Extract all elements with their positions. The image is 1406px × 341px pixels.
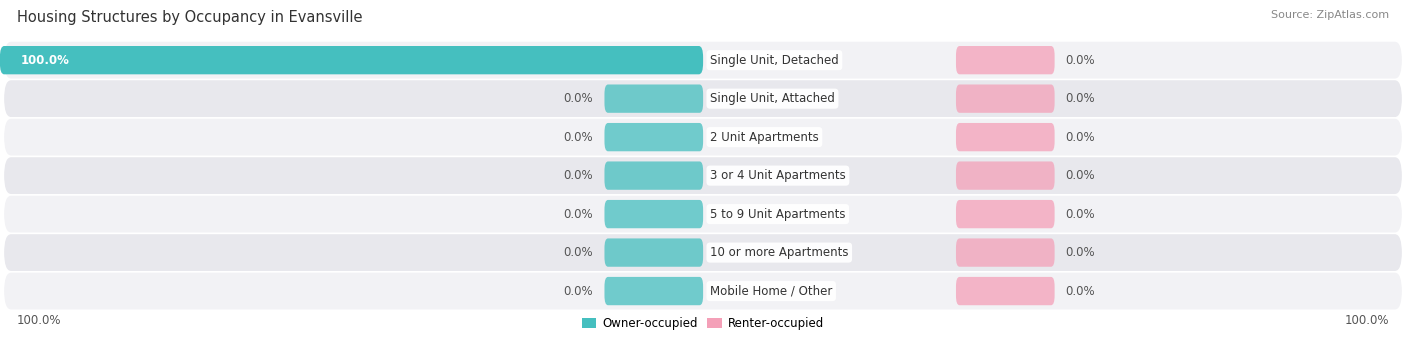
Text: 0.0%: 0.0% xyxy=(1066,54,1095,66)
FancyBboxPatch shape xyxy=(4,80,1402,117)
FancyBboxPatch shape xyxy=(605,123,703,151)
FancyBboxPatch shape xyxy=(4,196,1402,233)
FancyBboxPatch shape xyxy=(956,123,1054,151)
FancyBboxPatch shape xyxy=(956,46,1054,74)
Text: 2 Unit Apartments: 2 Unit Apartments xyxy=(710,131,818,144)
FancyBboxPatch shape xyxy=(605,277,703,305)
FancyBboxPatch shape xyxy=(0,46,703,74)
Text: 0.0%: 0.0% xyxy=(1066,92,1095,105)
Text: 0.0%: 0.0% xyxy=(564,169,593,182)
Text: Mobile Home / Other: Mobile Home / Other xyxy=(710,285,832,298)
Text: 10 or more Apartments: 10 or more Apartments xyxy=(710,246,849,259)
FancyBboxPatch shape xyxy=(605,238,703,267)
Text: 0.0%: 0.0% xyxy=(564,285,593,298)
Text: 0.0%: 0.0% xyxy=(1066,169,1095,182)
FancyBboxPatch shape xyxy=(605,200,703,228)
Text: 0.0%: 0.0% xyxy=(564,208,593,221)
Text: Source: ZipAtlas.com: Source: ZipAtlas.com xyxy=(1271,10,1389,20)
Text: 0.0%: 0.0% xyxy=(564,246,593,259)
FancyBboxPatch shape xyxy=(4,42,1402,78)
Text: 100.0%: 100.0% xyxy=(1344,314,1389,327)
Text: 0.0%: 0.0% xyxy=(1066,246,1095,259)
FancyBboxPatch shape xyxy=(956,200,1054,228)
Text: 0.0%: 0.0% xyxy=(1066,208,1095,221)
Text: 5 to 9 Unit Apartments: 5 to 9 Unit Apartments xyxy=(710,208,845,221)
FancyBboxPatch shape xyxy=(605,161,703,190)
FancyBboxPatch shape xyxy=(956,238,1054,267)
Text: 100.0%: 100.0% xyxy=(21,54,70,66)
FancyBboxPatch shape xyxy=(605,85,703,113)
Text: Housing Structures by Occupancy in Evansville: Housing Structures by Occupancy in Evans… xyxy=(17,10,363,25)
Text: 3 or 4 Unit Apartments: 3 or 4 Unit Apartments xyxy=(710,169,846,182)
FancyBboxPatch shape xyxy=(4,234,1402,271)
FancyBboxPatch shape xyxy=(956,85,1054,113)
Legend: Owner-occupied, Renter-occupied: Owner-occupied, Renter-occupied xyxy=(578,313,828,335)
FancyBboxPatch shape xyxy=(956,161,1054,190)
Text: 0.0%: 0.0% xyxy=(1066,285,1095,298)
FancyBboxPatch shape xyxy=(4,119,1402,155)
Text: 0.0%: 0.0% xyxy=(1066,131,1095,144)
Text: 0.0%: 0.0% xyxy=(564,131,593,144)
Text: 0.0%: 0.0% xyxy=(564,92,593,105)
FancyBboxPatch shape xyxy=(4,273,1402,310)
Text: Single Unit, Detached: Single Unit, Detached xyxy=(710,54,839,66)
Text: 100.0%: 100.0% xyxy=(17,314,62,327)
Text: Single Unit, Attached: Single Unit, Attached xyxy=(710,92,835,105)
FancyBboxPatch shape xyxy=(4,157,1402,194)
FancyBboxPatch shape xyxy=(956,277,1054,305)
